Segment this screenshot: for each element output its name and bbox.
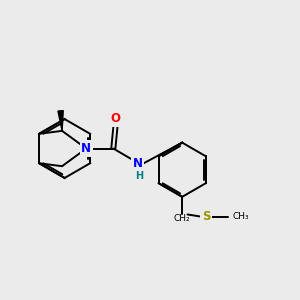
- Text: CH₂: CH₂: [174, 214, 190, 224]
- Text: O: O: [111, 112, 121, 125]
- Text: N: N: [133, 157, 142, 170]
- Text: N: N: [81, 142, 91, 155]
- Text: CH₃: CH₃: [233, 212, 250, 221]
- Text: H: H: [135, 171, 143, 181]
- Polygon shape: [58, 111, 63, 131]
- Text: S: S: [202, 210, 211, 223]
